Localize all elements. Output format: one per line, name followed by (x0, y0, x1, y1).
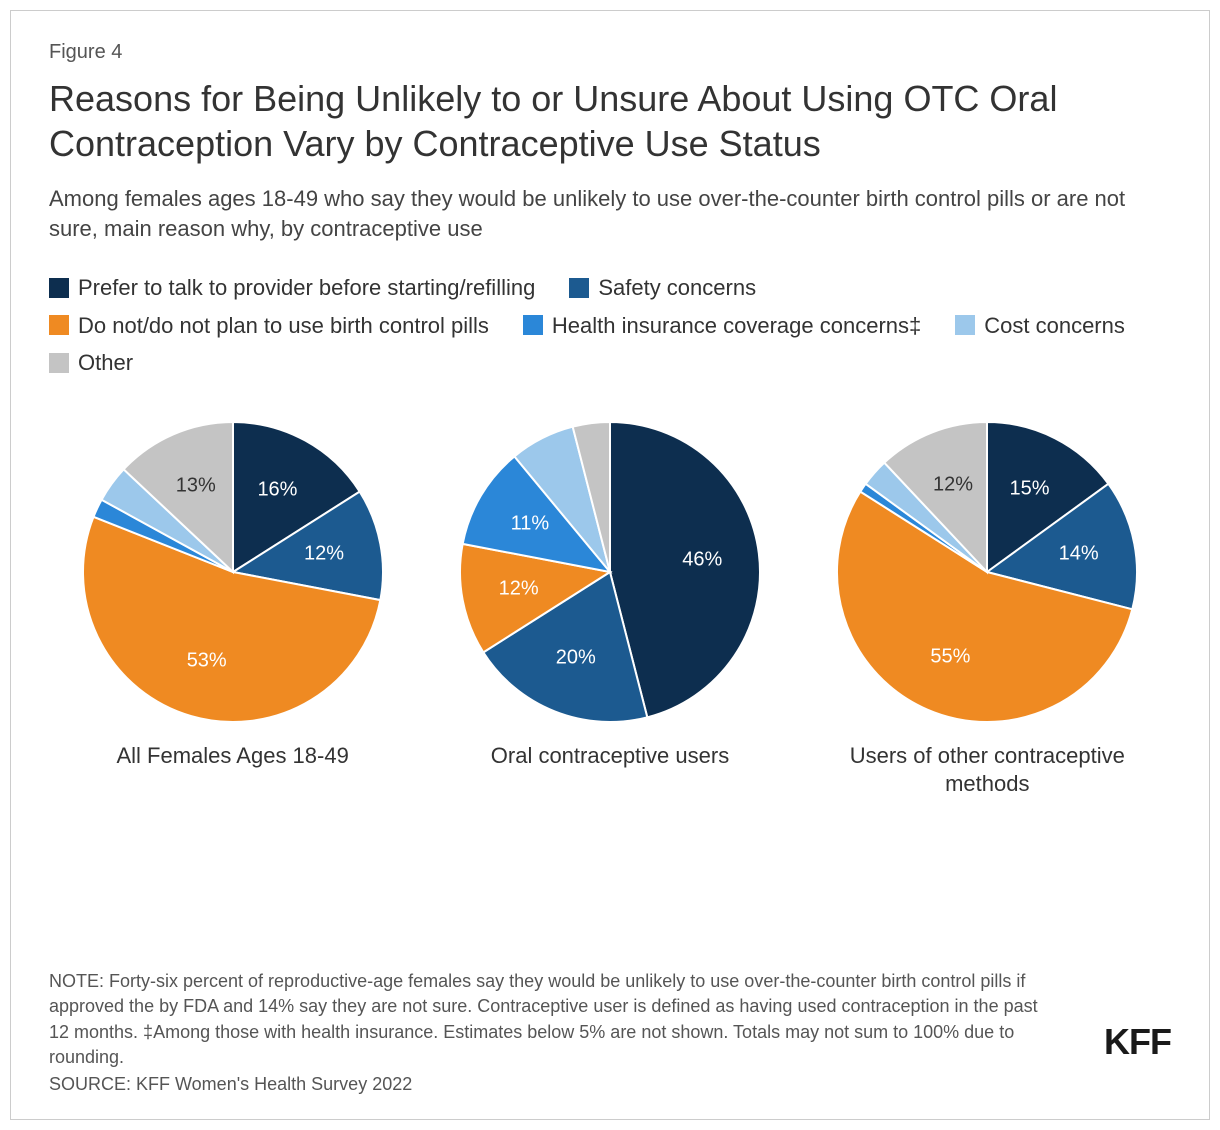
figure-label: Figure 4 (49, 41, 1171, 64)
slice-label: 15% (1010, 477, 1050, 500)
figure-frame: Figure 4 Reasons for Being Unlikely to o… (10, 10, 1210, 1120)
slice-label: 46% (682, 548, 722, 571)
legend-item: Other (49, 344, 133, 381)
slice-label: 55% (930, 645, 970, 668)
slice-label: 12% (933, 474, 973, 497)
pie-chart: 16% 12% 53% 13% (83, 422, 383, 722)
legend-label: Safety concerns (598, 269, 756, 306)
kff-logo: KFF (1104, 1021, 1171, 1063)
legend-swatch (523, 315, 543, 335)
chart-column: 15% 14% 55% 12% Users of other contraceptive… (804, 422, 1171, 799)
note-text: NOTE: Forty-six percent of reproductive-… (49, 969, 1049, 1070)
pie-chart: 15% 14% 55% 12% (837, 422, 1137, 722)
legend-swatch (49, 315, 69, 335)
chart-caption: All Females Ages 18-49 (116, 742, 348, 771)
legend-label: Other (78, 344, 133, 381)
slice-label: 13% (176, 475, 216, 498)
footer-block: NOTE: Forty-six percent of reproductive-… (49, 969, 1171, 1095)
legend-label: Do not/do not plan to use birth control … (78, 307, 489, 344)
legend-item: Health insurance coverage concerns‡ (523, 307, 921, 344)
slice-label: 12% (499, 577, 539, 600)
legend-swatch (49, 278, 69, 298)
legend-item: Safety concerns (569, 269, 756, 306)
legend-swatch (569, 278, 589, 298)
chart-caption: Users of other contraceptive methods (827, 742, 1147, 799)
slice-label: 14% (1059, 543, 1099, 566)
slice-label: 16% (257, 479, 297, 502)
chart-title: Reasons for Being Unlikely to or Unsure … (49, 76, 1171, 166)
legend-label: Health insurance coverage concerns‡ (552, 307, 921, 344)
legend-item: Do not/do not plan to use birth control … (49, 307, 489, 344)
legend-item: Prefer to talk to provider before starti… (49, 269, 535, 306)
chart-column: 46% 20% 12% 11% Oral contraceptive users (426, 422, 793, 799)
legend-swatch (955, 315, 975, 335)
legend-item: Cost concerns (955, 307, 1125, 344)
charts-row: 16% 12% 53% 13% All Females Ages 18-49 46% 20%… (49, 422, 1171, 799)
chart-column: 16% 12% 53% 13% All Females Ages 18-49 (49, 422, 416, 799)
legend-label: Cost concerns (984, 307, 1125, 344)
pie-chart: 46% 20% 12% 11% (460, 422, 760, 722)
legend-swatch (49, 353, 69, 373)
chart-caption: Oral contraceptive users (491, 742, 729, 771)
chart-subtitle: Among females ages 18-49 who say they wo… (49, 184, 1171, 243)
legend-label: Prefer to talk to provider before starti… (78, 269, 535, 306)
source-text: SOURCE: KFF Women's Health Survey 2022 (49, 1074, 1171, 1095)
slice-label: 20% (556, 647, 596, 670)
slice-label: 12% (304, 543, 344, 566)
pie-svg (83, 422, 383, 722)
pie-svg (837, 422, 1137, 722)
legend: Prefer to talk to provider before starti… (49, 269, 1171, 381)
slice-label: 11% (511, 513, 550, 536)
pie-svg (460, 422, 760, 722)
slice-label: 53% (187, 649, 227, 672)
